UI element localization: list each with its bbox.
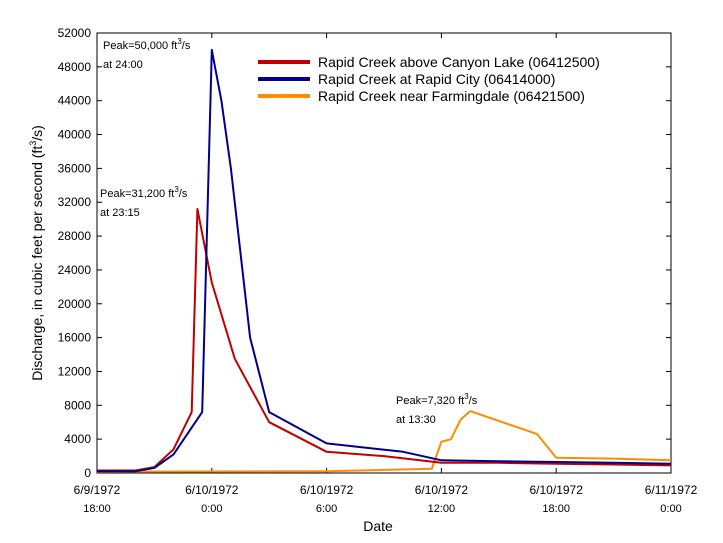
x-tick-label-time: 18:00 [83, 503, 111, 515]
x-tick-label-date: 6/10/1972 [415, 483, 469, 497]
peak-annotation-sup: 3 [174, 185, 179, 194]
y-tick-label: 40000 [58, 128, 92, 142]
x-tick-label-time: 12:00 [428, 503, 456, 515]
peak-annotation-post: /s [179, 188, 188, 200]
peak-annotation-time: at 13:30 [396, 414, 436, 426]
peak-annotation-post: /s [469, 395, 478, 407]
x-tick-label-time: 0:00 [201, 503, 222, 515]
x-tick-label-date: 6/11/1972 [645, 483, 698, 497]
x-tick-label-date: 6/10/1972 [300, 483, 354, 497]
legend-label-3: Rapid Creek near Farmingdale (06421500) [318, 88, 585, 104]
x-tick-label-date: 6/10/1972 [530, 483, 584, 497]
series-line-3 [96, 410, 672, 473]
peak-annotation-pre: Peak=7,320 ft [396, 395, 464, 407]
x-tick-label-time: 6:00 [316, 503, 337, 515]
x-axis: 6/9/1972 18:00 6/10/1972 0:00 6/10/1972 6:00 6… [74, 33, 698, 515]
series-line-2 [97, 48, 672, 473]
y-tick-label: 12000 [58, 364, 92, 378]
y-tick-label: 8000 [64, 398, 91, 412]
peak-annotation-post: /s [182, 40, 191, 52]
legend-label-2: Rapid Creek at Rapid City (06414000) [318, 71, 555, 87]
x-axis-title: Date [363, 518, 393, 534]
peak-annotation-line1: Peak=31,200 ft3/s [100, 185, 188, 200]
y-axis-title-sup: 3 [28, 141, 38, 146]
y-tick-label: 16000 [58, 331, 92, 345]
x-tick-label-date: 6/9/1972 [74, 483, 121, 497]
y-tick-label: 24000 [58, 263, 92, 277]
y-tick-label: 4000 [64, 432, 91, 446]
y-tick-label: 28000 [58, 229, 92, 243]
peak-annotation-line1: Peak=7,320 ft3/s [396, 392, 478, 407]
legend-label-1: Rapid Creek above Canyon Lake (06412500) [318, 54, 600, 70]
peak-annotation-time: at 23:15 [100, 207, 140, 219]
y-axis-title: Discharge, in cubic feet per second (ft3… [28, 125, 45, 381]
y-tick-label: 44000 [58, 94, 92, 108]
y-tick-label: 52000 [58, 26, 92, 40]
y-tick-label: 36000 [58, 161, 92, 175]
y-tick-label: 32000 [58, 195, 92, 209]
series-lines [96, 48, 672, 473]
x-tick-label-time: 18:00 [542, 503, 570, 515]
peak-annotation-time: at 24:00 [103, 59, 143, 71]
y-axis-title-main: Discharge, in cubic feet per second (ft [29, 146, 45, 381]
y-tick-label: 48000 [58, 60, 92, 74]
x-tick-label-time: 0:00 [660, 503, 681, 515]
series-line-1 [97, 208, 672, 472]
peak-annotation-sup: 3 [177, 37, 182, 46]
legend: Rapid Creek above Canyon Lake (06412500)… [258, 54, 600, 104]
x-tick-label-date: 6/10/1972 [185, 483, 239, 497]
y-tick-label: 20000 [58, 297, 92, 311]
peak-annotation-pre: Peak=31,200 ft [100, 188, 174, 200]
y-axis-title-end: /s) [29, 125, 45, 141]
peak-annotation-pre: Peak=50,000 ft [103, 40, 177, 52]
peak-annotation-sup: 3 [464, 392, 469, 401]
y-tick-label: 0 [84, 466, 91, 480]
y-axis: 0 4000 8000 12000 16000 20000 24000 28000 32000 3… [58, 26, 671, 480]
peak-annotation-line1: Peak=50,000 ft3/s [103, 37, 191, 52]
